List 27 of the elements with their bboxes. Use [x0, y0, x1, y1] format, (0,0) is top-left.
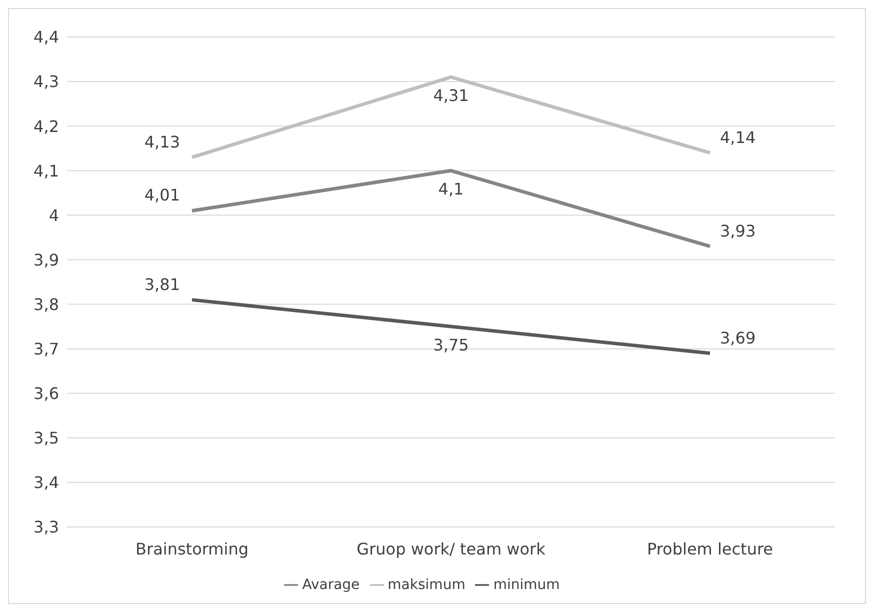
data-label: 4,13 [144, 132, 180, 152]
data-label: 4,1 [438, 180, 464, 199]
data-label: 4,31 [433, 86, 469, 106]
y-tick-label: 4,1 [34, 161, 59, 180]
y-tick-label: 3,9 [34, 250, 59, 270]
x-tick-label: Brainstorming [136, 539, 248, 558]
x-tick-label: Problem lecture [646, 539, 774, 558]
y-tick-label: 3,6 [34, 384, 59, 404]
y-tick-label: 3,7 [34, 340, 59, 358]
legend-label: minimum [493, 577, 560, 593]
y-tick-label: 4,3 [34, 72, 59, 92]
data-label: 3,69 [720, 328, 756, 348]
y-tick-label: 4,4 [34, 28, 59, 47]
x-tick-label: Gruop work/ team work [356, 539, 546, 558]
data-label: 3,81 [144, 274, 180, 294]
y-tick-label: 4 [48, 206, 59, 225]
y-tick-label: 3,8 [34, 294, 59, 314]
y-tick-label: 3,4 [34, 473, 59, 492]
data-label: 4,01 [144, 186, 180, 205]
data-label: 4,14 [720, 128, 756, 147]
y-tick-label: 3,5 [34, 428, 59, 448]
legend-label: maksimum [388, 577, 466, 593]
data-label: 3,93 [720, 221, 756, 240]
legend-label: Avarage [302, 577, 360, 593]
data-label: 3,75 [433, 336, 469, 355]
y-tick-label: 3,3 [34, 518, 59, 537]
y-tick-label: 4,2 [34, 116, 59, 136]
